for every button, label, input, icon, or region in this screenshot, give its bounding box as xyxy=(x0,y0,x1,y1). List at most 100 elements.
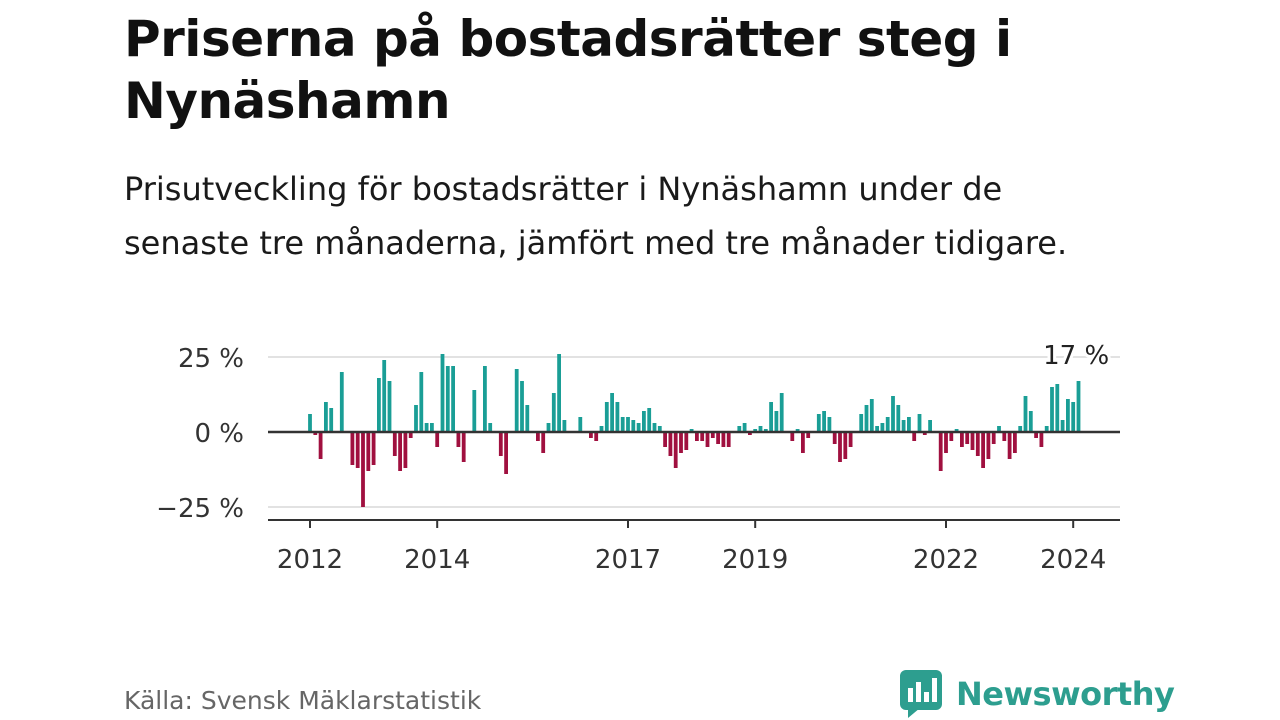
bar xyxy=(504,432,508,474)
bar xyxy=(578,417,583,432)
bar xyxy=(795,429,800,432)
bar xyxy=(869,399,874,432)
bar xyxy=(737,426,742,432)
annotation-label: 17 % xyxy=(1043,341,1109,371)
bar xyxy=(1034,432,1038,438)
bar xyxy=(541,432,546,453)
bar xyxy=(928,420,932,432)
chart-bubble-icon xyxy=(900,670,942,718)
bar xyxy=(710,432,715,438)
bar xyxy=(1002,432,1007,441)
bar xyxy=(1066,399,1070,432)
bar xyxy=(981,432,985,468)
bar xyxy=(445,366,450,432)
bar xyxy=(377,378,381,432)
bar xyxy=(599,426,604,432)
bar xyxy=(801,432,805,453)
bar xyxy=(398,432,402,471)
bar xyxy=(907,417,911,432)
bar xyxy=(763,429,768,432)
bar xyxy=(716,432,720,444)
bar xyxy=(483,366,487,432)
bar xyxy=(1028,411,1033,432)
bar xyxy=(700,432,705,441)
bar xyxy=(880,423,885,432)
bar xyxy=(816,414,821,432)
bar xyxy=(329,408,334,432)
bar xyxy=(838,432,842,462)
bar xyxy=(647,408,652,432)
brand-name: Newsworthy xyxy=(956,675,1175,713)
bar xyxy=(589,432,593,438)
bar xyxy=(324,402,328,432)
bar xyxy=(551,393,556,432)
bar xyxy=(832,432,837,444)
bar xyxy=(536,432,540,441)
bar xyxy=(392,432,397,456)
bar xyxy=(461,432,466,462)
bar xyxy=(938,432,943,471)
x-tick-label: 2014 xyxy=(404,545,470,575)
bar xyxy=(313,432,318,435)
bar xyxy=(355,432,360,468)
bar xyxy=(695,432,699,441)
bar xyxy=(408,432,413,438)
bar xyxy=(488,423,493,432)
bar xyxy=(361,432,365,507)
bar xyxy=(806,432,811,438)
grid-layer xyxy=(268,356,1120,508)
newsworthy-logo[interactable]: Newsworthy xyxy=(900,668,1175,720)
bar xyxy=(970,432,975,450)
chart-title: Priserna på bostadsrätter steg i Nynäsha… xyxy=(124,10,1012,130)
bar xyxy=(742,423,747,432)
bar xyxy=(652,423,657,432)
bar xyxy=(726,432,731,447)
bar xyxy=(318,432,323,459)
bar xyxy=(960,432,964,447)
bar xyxy=(758,426,763,432)
bar xyxy=(435,432,440,447)
bar xyxy=(689,429,694,432)
bar xyxy=(371,432,376,465)
bar xyxy=(419,372,424,432)
bar xyxy=(848,432,853,447)
bar xyxy=(949,432,954,441)
bar xyxy=(604,402,609,432)
bar xyxy=(885,417,890,432)
bar xyxy=(382,360,387,432)
bar xyxy=(997,426,1001,432)
bar xyxy=(864,405,869,432)
bar xyxy=(663,432,667,447)
x-tick-label: 2012 xyxy=(277,545,343,575)
bar xyxy=(451,366,455,432)
bar xyxy=(944,432,948,453)
bar xyxy=(901,420,906,432)
bar xyxy=(525,405,530,432)
bar xyxy=(779,393,784,432)
bar xyxy=(986,432,991,459)
bar xyxy=(430,423,434,432)
x-tick-label: 2024 xyxy=(1040,545,1106,575)
bar xyxy=(620,417,625,432)
bar xyxy=(705,432,710,447)
bar xyxy=(472,390,477,432)
bar xyxy=(917,414,922,432)
bar xyxy=(626,417,630,432)
bar xyxy=(308,414,312,432)
bar xyxy=(414,405,418,432)
axis-layer xyxy=(268,430,1120,528)
bar xyxy=(991,432,996,444)
y-tick-label: 0 % xyxy=(194,419,244,449)
bar xyxy=(790,432,795,441)
bar xyxy=(769,402,773,432)
bar xyxy=(721,432,726,447)
bar xyxy=(1050,387,1054,432)
bar xyxy=(546,423,551,432)
bar xyxy=(631,420,636,432)
bar xyxy=(562,420,567,432)
bar xyxy=(557,354,561,432)
bar xyxy=(922,432,927,435)
bar xyxy=(350,432,355,465)
bar xyxy=(615,402,620,432)
bar xyxy=(440,354,445,432)
